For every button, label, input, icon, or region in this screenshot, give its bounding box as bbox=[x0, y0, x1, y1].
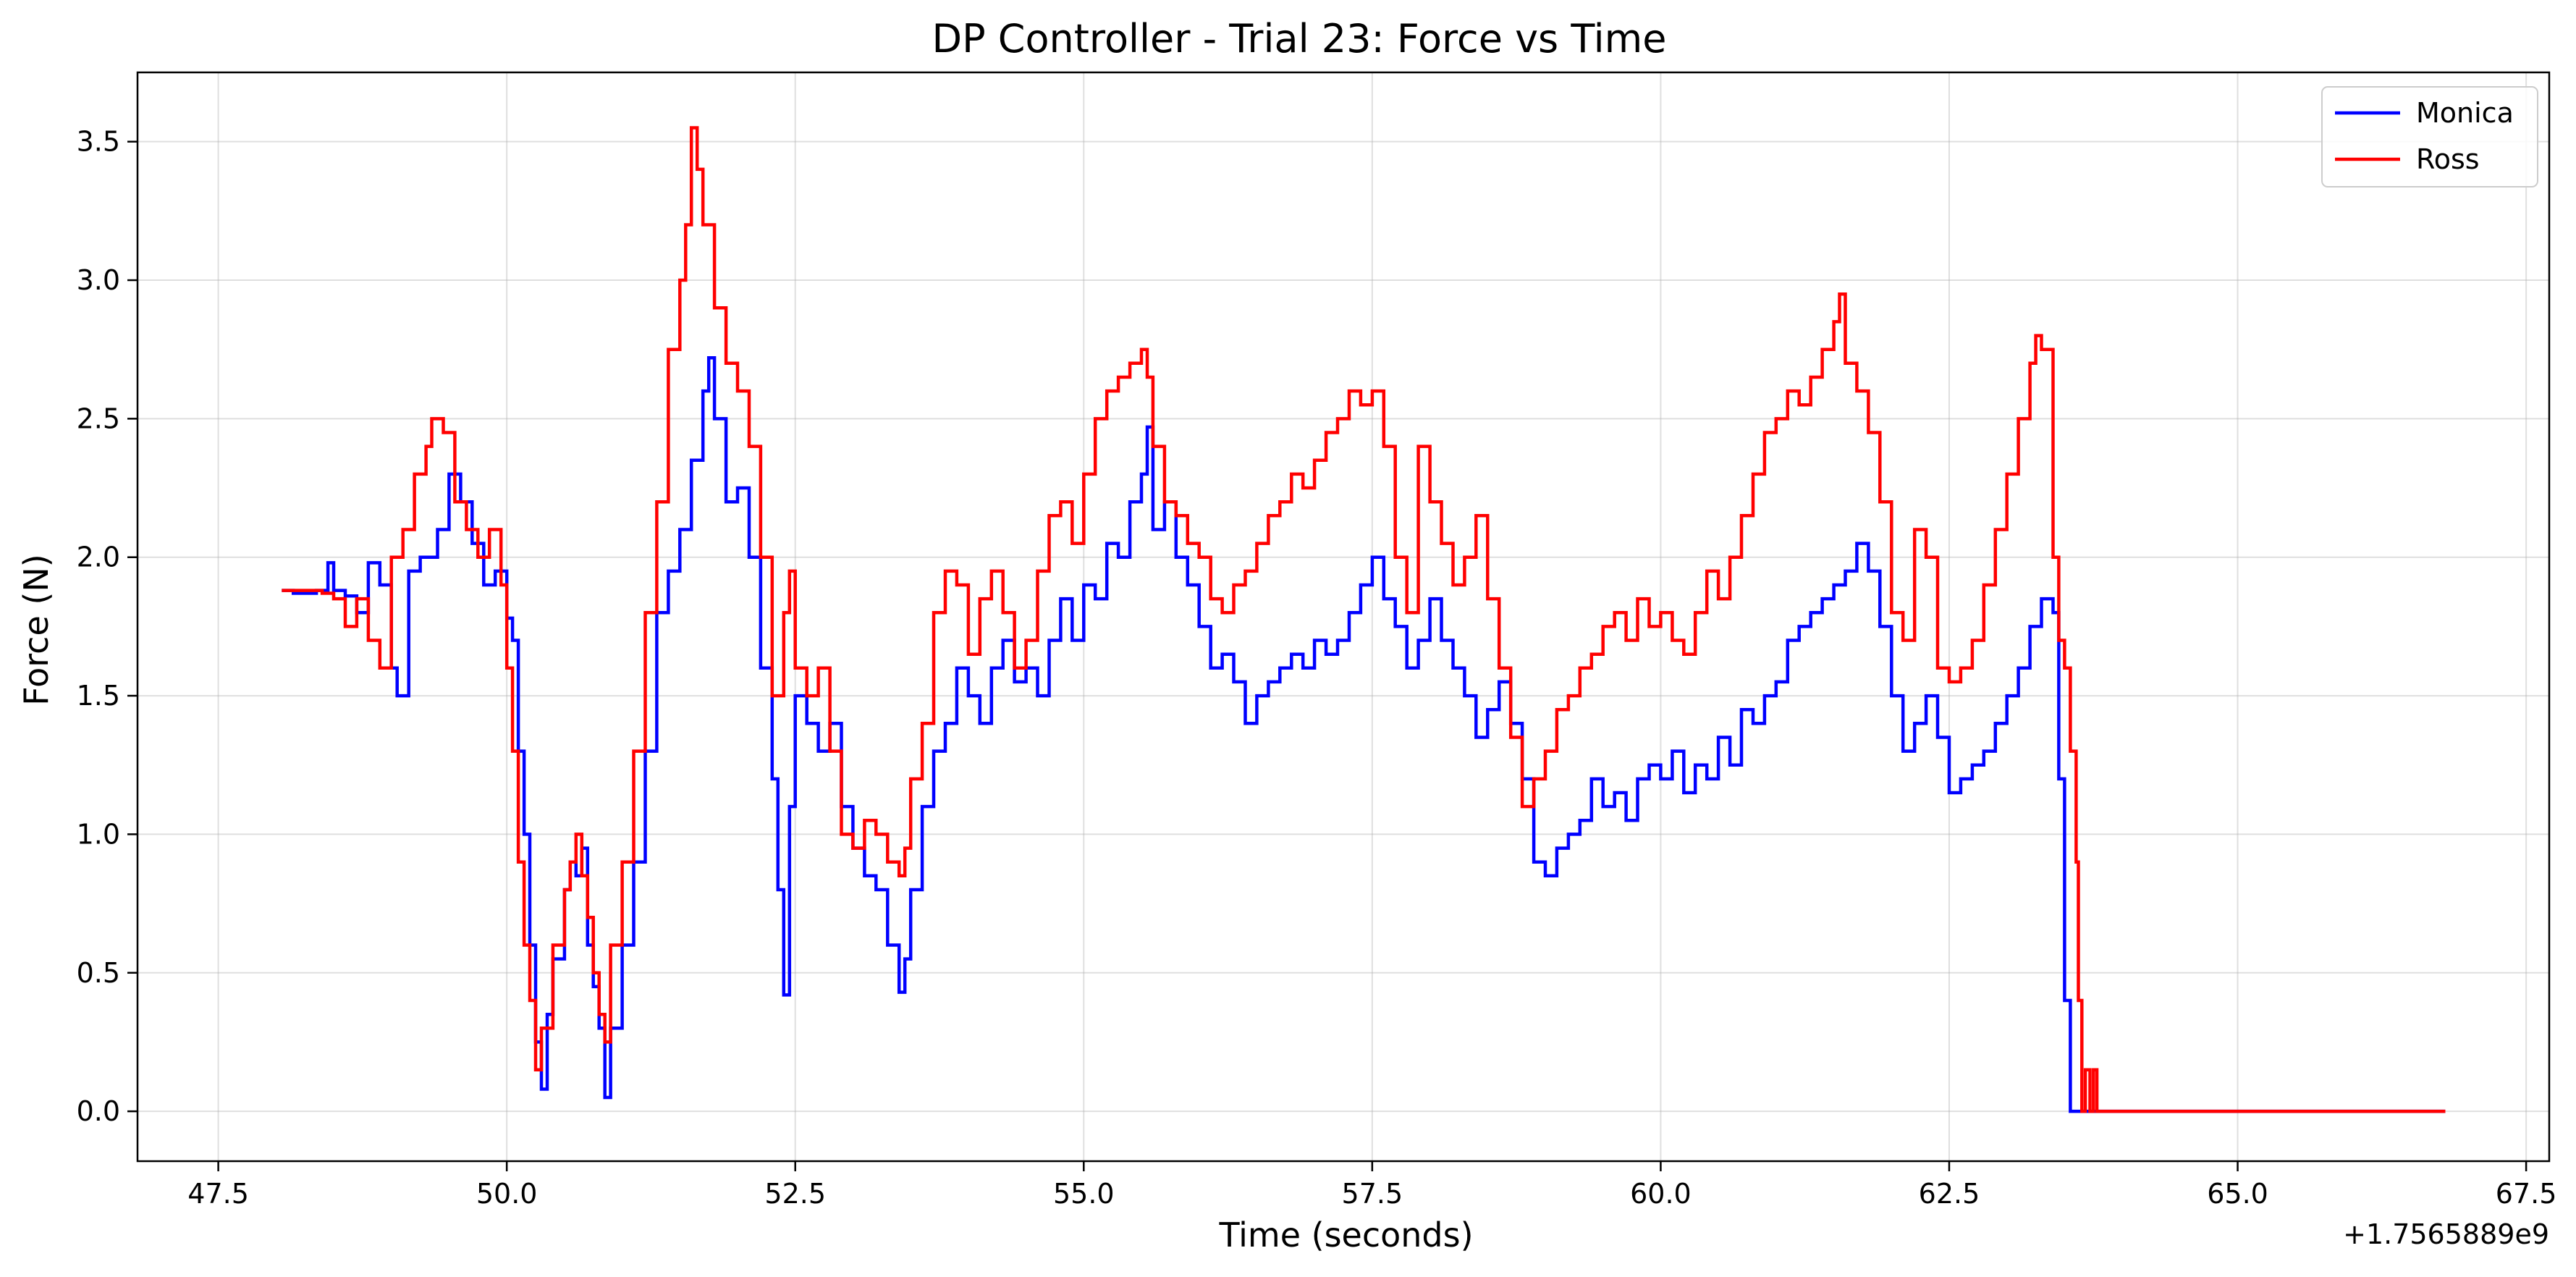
y-tick-label: 0.5 bbox=[77, 957, 120, 989]
plot-frame bbox=[136, 71, 2551, 1163]
y-tick-label: 1.0 bbox=[77, 818, 120, 850]
x-axis-offset-label: +1.7565889e9 bbox=[2343, 1218, 2549, 1250]
chart-title: DP Controller - Trial 23: Force vs Time bbox=[932, 16, 1666, 62]
legend-label-monica: Monica bbox=[2416, 97, 2514, 129]
series-line-ross bbox=[282, 126, 2446, 1113]
y-tick-label: 1.5 bbox=[77, 680, 120, 712]
y-tick-label: 2.0 bbox=[77, 541, 120, 573]
y-tick-label: 3.0 bbox=[77, 264, 120, 296]
x-tick-label: 65.0 bbox=[2207, 1178, 2268, 1210]
x-tick-label: 55.0 bbox=[1053, 1178, 1115, 1210]
grid bbox=[138, 72, 2549, 1161]
x-tick-label: 60.0 bbox=[1630, 1178, 1692, 1210]
x-tick-label: 50.0 bbox=[476, 1178, 538, 1210]
x-axis-ticks: 47.5 50.0 52.5 55.0 57.5 60.0 62.5 65.0 67.5 bbox=[187, 1161, 2556, 1210]
x-tick-label: 52.5 bbox=[764, 1178, 826, 1210]
y-tick-label: 0.0 bbox=[77, 1095, 120, 1127]
y-tick-label: 2.5 bbox=[77, 403, 120, 434]
x-tick-label: 57.5 bbox=[1342, 1178, 1403, 1210]
x-axis-label: Time (seconds) bbox=[1218, 1215, 1473, 1255]
y-tick-label: 3.5 bbox=[77, 126, 120, 158]
x-tick-label: 62.5 bbox=[1919, 1178, 1980, 1210]
legend: Monica Ross bbox=[2321, 86, 2538, 187]
series-line-monica bbox=[282, 355, 2446, 1113]
y-axis-ticks: 0.0 0.5 1.0 1.5 2.0 2.5 3.0 3.5 bbox=[77, 126, 138, 1127]
x-tick-label: 67.5 bbox=[2496, 1178, 2557, 1210]
series-layer bbox=[282, 126, 2446, 1113]
x-tick-label: 47.5 bbox=[187, 1178, 249, 1210]
y-axis-label: Force (N) bbox=[17, 554, 56, 705]
legend-label-ross: Ross bbox=[2416, 143, 2480, 175]
